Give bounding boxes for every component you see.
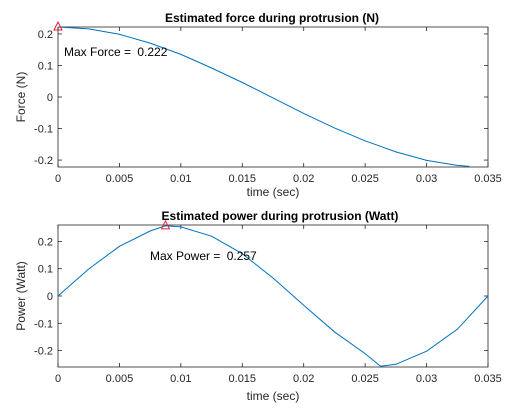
force-x-tick-label: 0.025 — [351, 173, 379, 185]
power-x-tick-label: 0.02 — [293, 373, 314, 385]
power-y-tick-label: 0.2 — [38, 236, 53, 248]
force-series-line — [57, 26, 470, 167]
force-max-marker — [53, 20, 63, 31]
power-y-ticks: 0.2 0.1 0 -0.1 -0.2 — [34, 236, 488, 358]
power-max-annotation-label: Max Power = — [150, 249, 224, 263]
force-y-tick-label: 0 — [47, 92, 53, 104]
force-x-tick-label: 0.01 — [170, 173, 191, 185]
force-max-annotation: Max Force = 0.222 — [64, 45, 168, 59]
force-chart: Estimated force during protrusion (N) 0.… — [14, 11, 502, 199]
force-x-tick-label: 0.015 — [229, 173, 257, 185]
force-x-tick-label: 0 — [55, 173, 61, 185]
power-x-tick-label: 0.005 — [106, 373, 134, 385]
power-x-ticks: 0 0.005 0.01 0.015 0.02 0.025 0.03 0.035 — [55, 225, 502, 385]
power-x-tick-label: 0.03 — [416, 373, 437, 385]
power-y-tick-label: -0.1 — [34, 318, 53, 330]
power-max-annotation: Max Power = 0.257 — [150, 249, 257, 263]
force-x-tick-label: 0.02 — [293, 173, 314, 185]
power-x-tick-label: 0.015 — [229, 373, 257, 385]
force-plot-area — [57, 26, 489, 168]
power-y-axis-label: Power (Watt) — [14, 261, 28, 331]
force-x-tick-label: 0.03 — [416, 173, 437, 185]
force-y-axis-label: Force (N) — [14, 72, 28, 123]
power-y-tick-label: 0.1 — [38, 264, 53, 276]
power-chart: Estimated power during protrusion (Watt)… — [14, 209, 502, 403]
power-y-tick-label: -0.2 — [34, 346, 53, 358]
power-y-tick-label: 0 — [47, 291, 53, 303]
power-x-tick-label: 0.035 — [474, 373, 502, 385]
power-plot-area — [57, 224, 489, 368]
force-x-axis-label: time (sec) — [247, 185, 300, 199]
force-y-tick-label: 0.2 — [38, 29, 53, 41]
force-y-ticks: 0.2 0.1 0 -0.1 -0.2 — [34, 29, 488, 167]
force-max-annotation-label: Max Force = — [64, 45, 134, 59]
force-y-tick-label: -0.1 — [34, 124, 53, 136]
force-y-tick-label: 0.1 — [38, 60, 53, 72]
power-max-annotation-value: 0.257 — [227, 249, 257, 263]
force-max-annotation-value: 0.222 — [137, 45, 167, 59]
force-x-ticks: 0 0.005 0.01 0.015 0.02 0.025 0.03 0.035 — [55, 27, 502, 185]
power-chart-title: Estimated power during protrusion (Watt) — [162, 209, 399, 223]
power-x-tick-label: 0.025 — [351, 373, 379, 385]
force-y-tick-label: -0.2 — [34, 155, 53, 167]
power-series-line — [57, 225, 489, 367]
power-x-axis-label: time (sec) — [247, 389, 300, 403]
force-x-tick-label: 0.035 — [474, 173, 502, 185]
power-x-tick-label: 0.01 — [170, 373, 191, 385]
force-x-tick-label: 0.005 — [106, 173, 134, 185]
power-max-marker — [160, 219, 171, 230]
power-x-tick-label: 0 — [55, 373, 61, 385]
force-chart-title: Estimated force during protrusion (N) — [165, 11, 379, 25]
